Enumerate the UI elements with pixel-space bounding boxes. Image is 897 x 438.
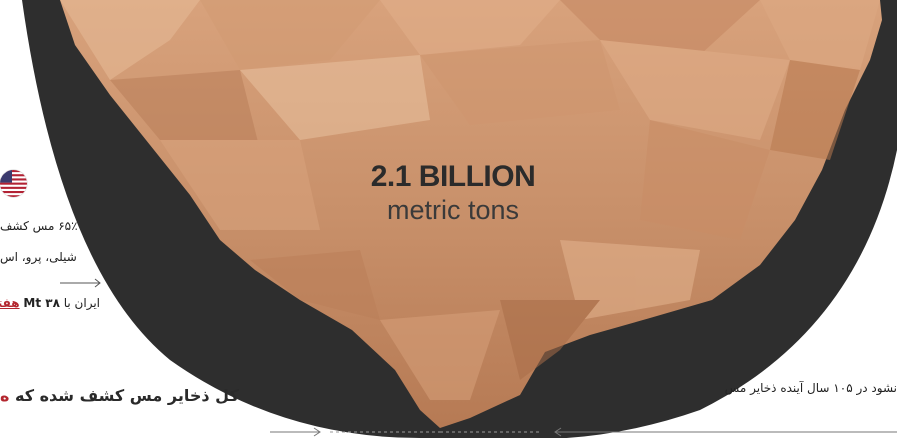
bottom-caption: کل ذخایر مس کشف شده که ه xyxy=(0,386,290,405)
note-line-1: ۶۵٪ مس کشف xyxy=(0,219,78,233)
note-line-2: شیلی، پرو، اس xyxy=(0,250,77,264)
bottom-caption-text: کل ذخایر مس کشف شده که xyxy=(9,386,239,405)
us-flag-icon xyxy=(0,170,27,197)
note-line-3-highlight: هفتم xyxy=(0,296,20,310)
right-note: نشود در ۱۰۵ سال آینده ذخایر مس xyxy=(724,381,897,395)
amount-label: 2.1 BILLION xyxy=(370,160,536,193)
note-line-3-value: ۳۸ Mt xyxy=(23,296,60,310)
note-line-3-prefix: ایران با xyxy=(59,296,100,310)
unit-label: metric tons xyxy=(386,195,520,225)
bottom-caption-highlight: ه xyxy=(0,386,10,405)
copper-facets xyxy=(60,0,880,400)
note-line-3: ایران با ۳۸ Mt هفتم xyxy=(0,296,100,310)
total-reserves-headline: 2.1 BILLION metric tons xyxy=(308,160,598,226)
